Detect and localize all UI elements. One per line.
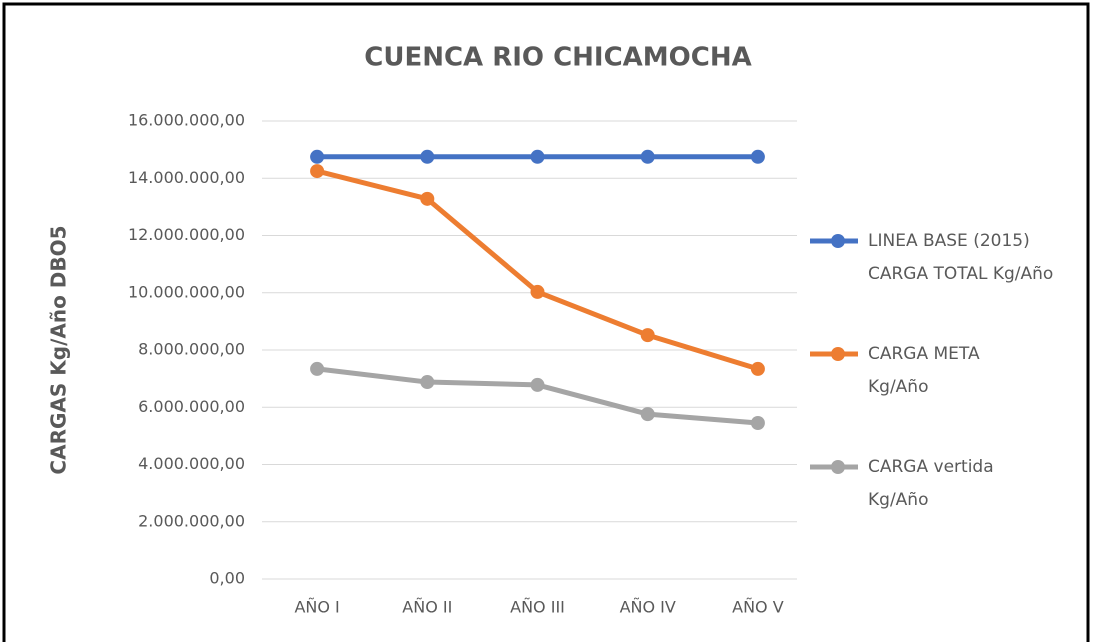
legend-label-line: CARGA vertida bbox=[868, 457, 994, 477]
series-marker bbox=[310, 149, 325, 164]
legend-label-line: CARGA META bbox=[868, 344, 980, 364]
y-tick-label: 8.000.000,00 bbox=[138, 340, 245, 359]
chart-title: CUENCA RIO CHICAMOCHA bbox=[364, 43, 751, 73]
series-marker bbox=[420, 375, 435, 390]
legend-label-line: Kg/Año bbox=[868, 490, 928, 510]
series-marker bbox=[310, 164, 325, 179]
legend-label-line: Kg/Año bbox=[868, 377, 928, 397]
y-tick-label: 14.000.000,00 bbox=[128, 168, 245, 187]
series-marker bbox=[420, 191, 435, 206]
y-tick-label: 0,00 bbox=[209, 569, 245, 588]
series-marker bbox=[750, 149, 765, 164]
y-tick-label: 6.000.000,00 bbox=[138, 397, 245, 416]
series-marker bbox=[750, 415, 765, 430]
x-tick-label: AÑO IV bbox=[620, 598, 676, 617]
series-marker bbox=[310, 361, 325, 376]
y-tick-label: 2.000.000,00 bbox=[138, 511, 245, 530]
legend-label-line: LINEA BASE (2015) bbox=[868, 231, 1030, 251]
x-tick-label: AÑO II bbox=[402, 598, 452, 617]
legend-label: LINEA BASE (2015) CARGA TOTAL Kg/Año bbox=[868, 231, 1053, 284]
series-marker bbox=[530, 149, 545, 164]
x-tick-label: AÑO I bbox=[294, 598, 339, 617]
series-marker bbox=[420, 149, 435, 164]
x-tick-label: AÑO III bbox=[510, 598, 565, 617]
y-tick-label: 16.000.000,00 bbox=[128, 111, 245, 130]
legend-marker bbox=[831, 347, 845, 361]
legend-label-line: CARGA TOTAL Kg/Año bbox=[868, 264, 1053, 284]
series-marker bbox=[530, 377, 545, 392]
legend-label: CARGA vertida Kg/Año bbox=[868, 457, 994, 510]
series-marker bbox=[640, 149, 655, 164]
y-tick-label: 12.000.000,00 bbox=[128, 225, 245, 244]
series-marker bbox=[750, 361, 765, 376]
series-marker bbox=[530, 284, 545, 299]
y-tick-label: 4.000.000,00 bbox=[138, 454, 245, 473]
legend-label: CARGA META Kg/Año bbox=[868, 344, 980, 397]
y-axis-label: CARGAS Kg/Año DBO5 bbox=[47, 225, 71, 474]
x-tick-label: AÑO V bbox=[732, 598, 784, 617]
series-marker bbox=[640, 328, 655, 343]
series-marker bbox=[640, 407, 655, 422]
legend-marker bbox=[831, 234, 845, 248]
legend-marker bbox=[831, 460, 845, 474]
y-tick-label: 10.000.000,00 bbox=[128, 282, 245, 301]
